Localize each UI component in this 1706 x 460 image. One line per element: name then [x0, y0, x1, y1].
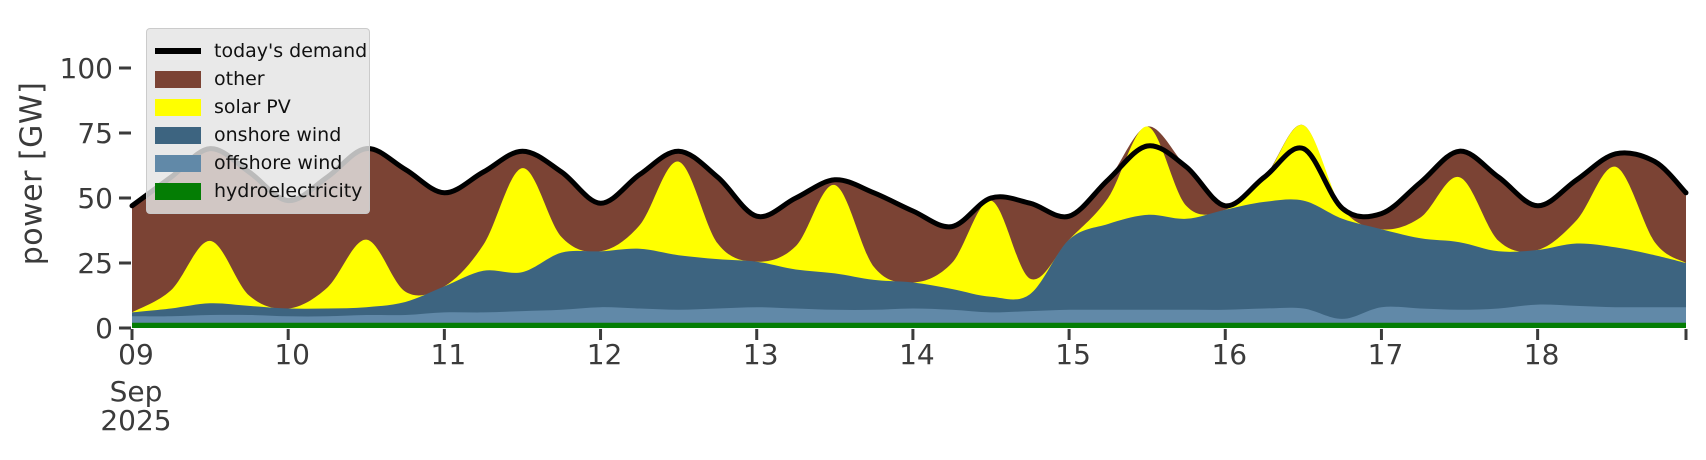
x-tick-label: 14 [899, 338, 935, 371]
legend-item-solar: solar PV [155, 93, 359, 121]
x-tick-label: 13 [743, 338, 779, 371]
y-tick-label: 50 [77, 182, 113, 215]
legend-label: onshore wind [214, 123, 342, 146]
area-onshore-wind [132, 199, 1686, 328]
legend-label: other [214, 67, 265, 90]
legend: today's demand other solar PV onshore wi… [146, 28, 370, 214]
x-axis-date-caption: 2025 [100, 404, 171, 437]
x-tick-label: 16 [1211, 338, 1247, 371]
x-tick-label: 10 [274, 338, 310, 371]
y-tick-label: 100 [60, 52, 113, 85]
demand-line [129, 143, 1689, 230]
offshore-wind-swatch [155, 154, 201, 172]
solar-swatch [155, 98, 201, 116]
x-tick-label: 11 [431, 338, 467, 371]
legend-label: solar PV [214, 95, 291, 118]
y-tick-label: 25 [77, 247, 113, 280]
legend-item-demand: today's demand [155, 37, 367, 65]
legend-label: hydroelectricity [214, 179, 363, 202]
legend-item-hydro: hydroelectricity [155, 177, 363, 205]
legend-label: today's demand [214, 39, 368, 62]
y-tick-label: 75 [77, 117, 113, 150]
legend-item-onshore-wind: onshore wind [155, 121, 359, 149]
y-axis-title: power [GW] [14, 81, 50, 266]
legend-item-offshore-wind: offshore wind [155, 149, 359, 177]
onshore-wind-swatch [155, 126, 201, 144]
hydro-swatch [155, 182, 201, 200]
area-hydroelectricity [132, 322, 1686, 328]
demand-line-swatch [155, 48, 201, 54]
x-tick-label: 12 [587, 338, 623, 371]
legend-label: offshore wind [214, 151, 343, 174]
x-tick-label: 15 [1055, 338, 1091, 371]
x-tick-label: 09 [118, 338, 154, 371]
y-tick-label: 0 [95, 312, 113, 345]
other-swatch [155, 70, 201, 88]
area-offshore-wind [132, 304, 1686, 328]
x-tick-label: 17 [1368, 338, 1404, 371]
legend-item-other: other [155, 65, 359, 93]
x-tick-label: 18 [1524, 338, 1560, 371]
x-axis-date-caption: Sep [110, 375, 163, 408]
